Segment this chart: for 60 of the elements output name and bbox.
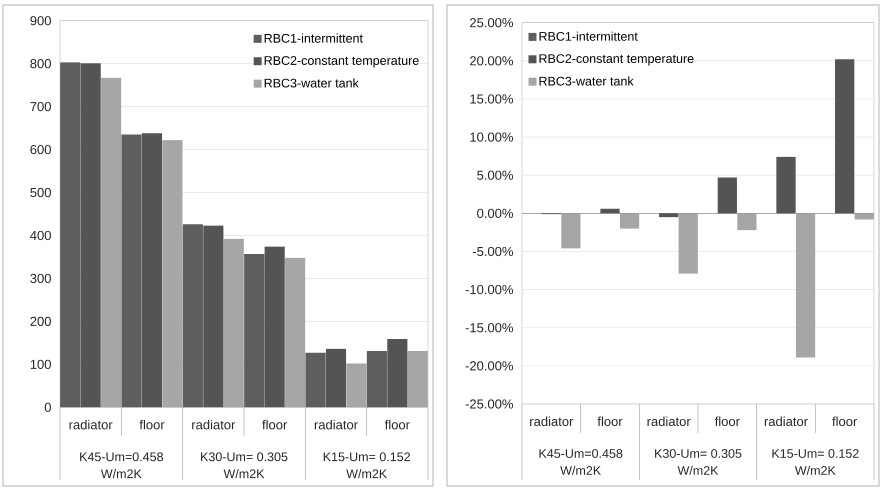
y-tick-label: 0 (44, 402, 51, 412)
x-tick-label: radiator (530, 416, 574, 426)
y-tick-label: 15.00% (470, 94, 514, 104)
bar (101, 78, 122, 408)
y-tick-label: -20.00% (466, 361, 514, 370)
x-tick-label: radiator (647, 416, 690, 426)
bar (796, 213, 816, 358)
x-tick-label: floor (598, 416, 622, 426)
legend-label: RBC1-intermittent (264, 34, 363, 43)
text: K30-Um= 0.305 W/m2K (655, 449, 742, 475)
bar (776, 156, 796, 214)
y-tick-label: -10.00% (466, 285, 514, 294)
y-tick-label: 0.00% (477, 208, 514, 218)
text: K45-Um=0.458 W/m2K (539, 449, 622, 475)
x-tick-label: floor (140, 420, 164, 430)
legend-label: RBC2-constant temperature (540, 54, 694, 66)
bar (600, 208, 620, 214)
legend-label: RBC3-water tank (540, 76, 634, 86)
bar (678, 213, 698, 274)
x-tick-label: radiator (314, 420, 358, 430)
text: K15-Um= 0.152 W/m2K (772, 449, 859, 475)
x-tick-label: floor (714, 416, 740, 426)
legend-label: RBC1-intermittent (540, 32, 638, 41)
bar (659, 213, 678, 218)
y-tick-label: 800 (30, 59, 51, 68)
bar (854, 213, 874, 220)
legend-label: RBC2-constant temperature (264, 56, 419, 68)
y-tick-label: -5.00% (472, 246, 514, 256)
bar (620, 213, 640, 229)
text: K45-Um=0.458 W/m2K (80, 452, 163, 478)
bar (561, 213, 581, 248)
y-tick-label: 400 (30, 230, 51, 240)
y-tick-label: 100 (30, 360, 51, 369)
text: K30-Um= 0.305 W/m2K (201, 452, 288, 478)
x-tick-label: radiator (192, 420, 236, 430)
y-tick-label: 300 (30, 274, 51, 284)
y-tick-label: 900 (30, 16, 51, 26)
y-tick-label: 25.00% (470, 18, 514, 28)
x-tick-label: radiator (69, 420, 112, 430)
y-tick-label: 600 (30, 144, 51, 154)
text: K15-Um= 0.152 W/m2K (324, 452, 410, 478)
y-tick-label: -15.00% (466, 323, 514, 332)
y-tick-label: 5.00% (477, 170, 514, 180)
x-tick-label: floor (262, 420, 288, 430)
bar (737, 213, 757, 230)
x-tick-label: floor (384, 420, 410, 430)
bar (835, 59, 854, 214)
y-tick-label: -25.00% (466, 399, 514, 409)
bar (346, 363, 367, 408)
legend-label: RBC3-water tank (264, 78, 359, 88)
x-tick-label: floor (832, 416, 858, 426)
y-tick-label: 500 (30, 188, 51, 198)
bar (285, 258, 306, 408)
x-tick-label: radiator (764, 416, 808, 426)
bar (718, 178, 737, 214)
y-tick-label: 200 (30, 316, 51, 326)
bar (162, 140, 183, 408)
y-tick-label: 10.00% (470, 132, 514, 142)
y-tick-label: 20.00% (470, 56, 514, 66)
y-tick-label: 700 (30, 102, 51, 112)
